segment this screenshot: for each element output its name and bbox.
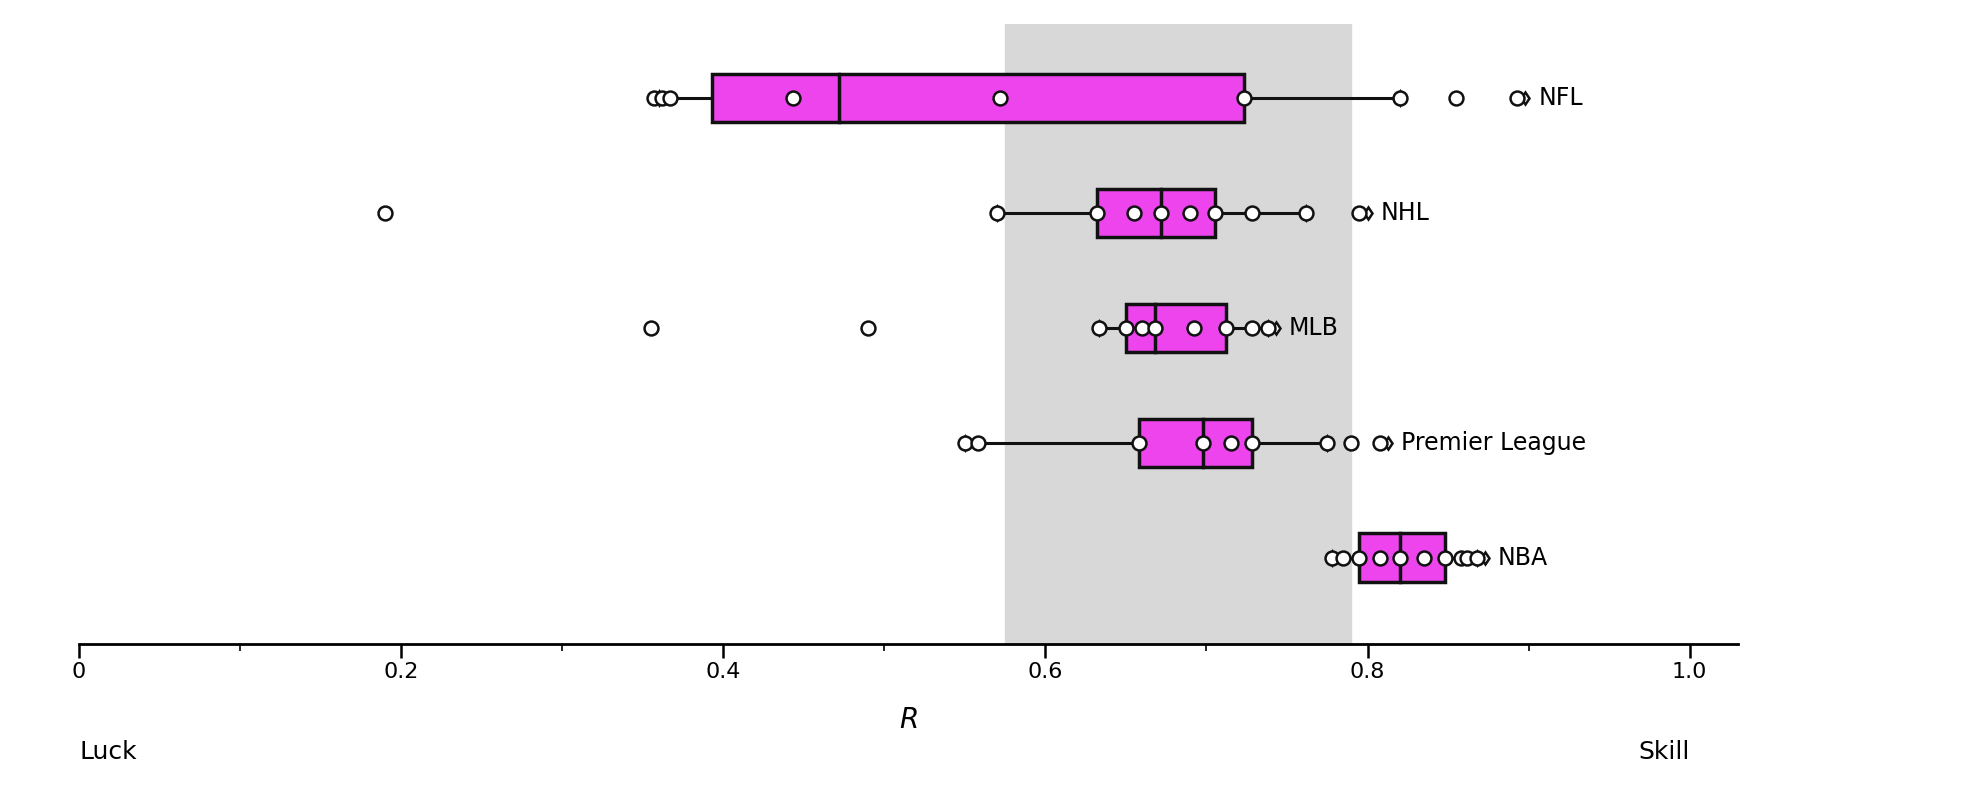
Text: Skill: Skill: [1639, 739, 1691, 764]
Text: MLB: MLB: [1288, 316, 1339, 340]
Bar: [1096, 189, 1215, 237]
Text: NHL: NHL: [1381, 201, 1430, 225]
Text: Premier League: Premier League: [1402, 431, 1586, 455]
Bar: [1359, 534, 1446, 582]
Text: R: R: [899, 706, 918, 734]
Bar: [713, 74, 1244, 122]
Text: NFL: NFL: [1539, 86, 1582, 110]
Text: NBA: NBA: [1497, 546, 1548, 570]
Text: Luck: Luck: [79, 739, 136, 764]
Bar: [1005, 24, 1351, 644]
Bar: [1126, 304, 1226, 352]
Bar: [1140, 418, 1252, 467]
